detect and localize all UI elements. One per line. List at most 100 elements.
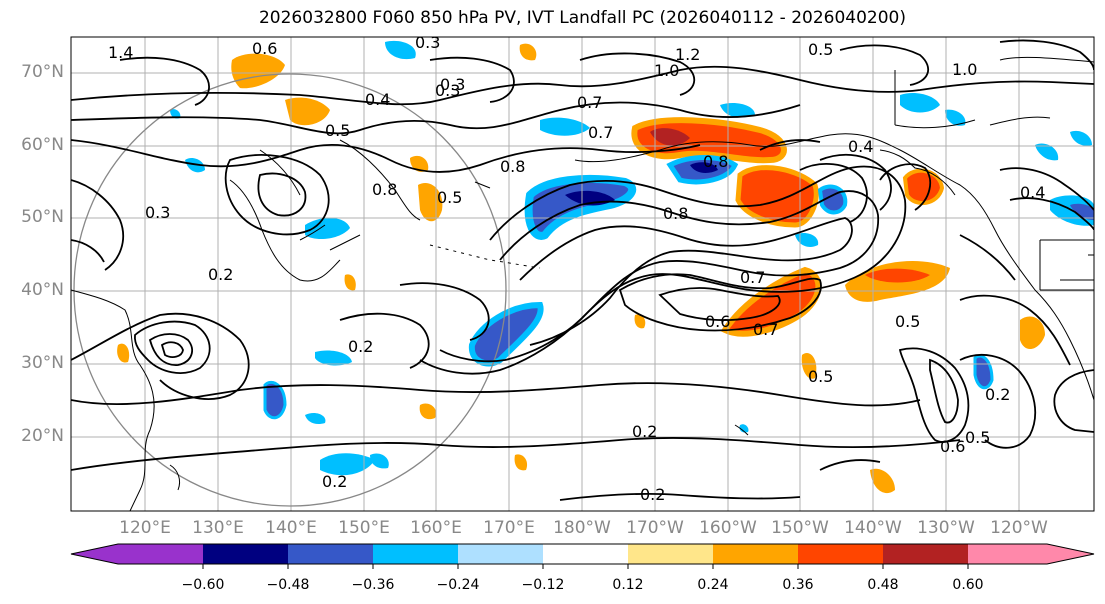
- contour-label: 0.5: [808, 367, 833, 386]
- shade-positive: [117, 343, 130, 363]
- shade-negative: [1070, 130, 1092, 146]
- lon-label: 160°W: [699, 518, 757, 538]
- contour-label: 0.4: [1020, 183, 1045, 202]
- contour-label: 1.0: [654, 61, 679, 80]
- contour-label-group: 1.4 0.6 0.3 0.5 1.2 1.0 0.4 0.5 0.7 0.8 …: [108, 33, 1045, 504]
- shade-negative: [1035, 143, 1059, 161]
- lat-label: 50°N: [21, 207, 64, 227]
- shade-positive: [410, 155, 429, 172]
- contour-label: 0.8: [663, 204, 688, 223]
- lon-label: 120°E: [119, 518, 171, 538]
- colorbar-tick-label: −0.36: [351, 577, 395, 593]
- map-frame: [70, 36, 1095, 512]
- lat-label: 40°N: [21, 280, 64, 300]
- contour-label: 0.7: [588, 123, 613, 142]
- lon-label: 140°W: [844, 518, 902, 538]
- shade-negative: [170, 109, 181, 119]
- colorbar-tick-label: 0.36: [782, 577, 814, 593]
- shade-positive: [344, 274, 356, 291]
- contour-label: 0.2: [348, 337, 373, 356]
- shade-positive: [634, 314, 646, 329]
- colorbar-bin: [713, 544, 798, 564]
- colorbar-bin: [118, 544, 203, 564]
- shade-positive: [231, 53, 285, 89]
- shade-positive: [650, 128, 690, 146]
- shade-positive: [735, 165, 819, 228]
- lon-label: 170°E: [483, 518, 535, 538]
- lon-label: 180°W: [553, 518, 611, 538]
- contour-label: 0.5: [965, 428, 990, 447]
- lat-label: 30°N: [21, 353, 64, 373]
- shade-negative: [739, 424, 749, 433]
- contour-label: 0.8: [372, 180, 397, 199]
- shade-positive: [801, 352, 817, 379]
- shade-negative: [468, 301, 544, 367]
- contour-label: 0.2: [208, 265, 233, 284]
- contour-label: 0.8: [500, 157, 525, 176]
- shade-positive: [1020, 316, 1045, 350]
- colorbar-tick-label: 0.24: [697, 577, 729, 593]
- colorbar-tick-label: −0.24: [436, 577, 480, 593]
- shade-negative: [720, 103, 755, 118]
- shade-negative: [305, 412, 326, 425]
- shade-positive: [419, 403, 437, 420]
- shade-positive: [285, 97, 330, 126]
- colorbar-ticks: [202, 564, 969, 569]
- contour-lines: [71, 39, 1094, 501]
- contour-label: 0.3: [145, 203, 170, 222]
- lon-label: 130°W: [917, 518, 975, 538]
- contour-label: 0.3: [440, 75, 465, 94]
- contour-label: 0.5: [808, 40, 833, 59]
- colorbar-outline: [70, 543, 1095, 565]
- contour-label: 0.3: [415, 33, 440, 52]
- lat-label: 20°N: [21, 426, 64, 446]
- lon-label: 130°E: [192, 518, 244, 538]
- shade-positive: [514, 454, 528, 471]
- contour-label: 0.2: [640, 485, 665, 504]
- gridlines: [71, 37, 1094, 511]
- contour-label: 0.5: [895, 312, 920, 331]
- shade-negative: [320, 453, 375, 476]
- shade-positive: [519, 43, 537, 61]
- contour-label: 0.4: [848, 137, 873, 156]
- shade-positive: [865, 268, 930, 283]
- lon-label: 140°E: [265, 518, 317, 538]
- contour-label: 0.7: [577, 93, 602, 112]
- shade-negative: [945, 109, 966, 126]
- colorbar-bin: [798, 544, 883, 564]
- colorbar-bin: [968, 544, 1047, 564]
- colorbar-bin: [288, 544, 373, 564]
- contour-label: 0.7: [740, 268, 765, 287]
- colorbar-bin: [628, 544, 713, 564]
- contour-label: 0.7: [753, 320, 778, 339]
- shade-negative: [263, 380, 287, 420]
- colorbar: [70, 543, 1095, 569]
- lon-label: 160°E: [410, 518, 462, 538]
- colorbar-tick-label: −0.12: [521, 577, 565, 593]
- shade-negative: [315, 350, 352, 366]
- colorbar-tick-label: 0.60: [952, 577, 984, 593]
- contour-label: 0.2: [632, 422, 657, 441]
- colorbar-tick-label: −0.48: [266, 577, 310, 593]
- shade-positive: [870, 468, 895, 494]
- contour-label: 0.8: [703, 152, 728, 171]
- reference-circle: [73, 73, 507, 507]
- lat-label: 70°N: [21, 62, 64, 82]
- contour-label: 0.2: [322, 472, 347, 491]
- colorbar-tick-label: 0.48: [867, 577, 899, 593]
- contour-label: 0.2: [985, 385, 1010, 404]
- contour-label: 0.5: [437, 188, 462, 207]
- shade-positive: [902, 168, 945, 205]
- lat-label: 60°N: [21, 135, 64, 155]
- shade-negative: [524, 174, 637, 240]
- shade-negative: [1070, 203, 1094, 220]
- figure-title: 2026032800 F060 850 hPa PV, IVT Landfall…: [258, 8, 906, 28]
- colorbar-tick-label: 0.12: [612, 577, 644, 593]
- colorbar-bin: [373, 544, 458, 564]
- shade-negative: [540, 117, 590, 136]
- contour-label: 0.6: [252, 39, 277, 58]
- shade-negative: [690, 162, 718, 173]
- colorbar-bin: [203, 544, 288, 564]
- contour-label: 0.3: [435, 81, 460, 100]
